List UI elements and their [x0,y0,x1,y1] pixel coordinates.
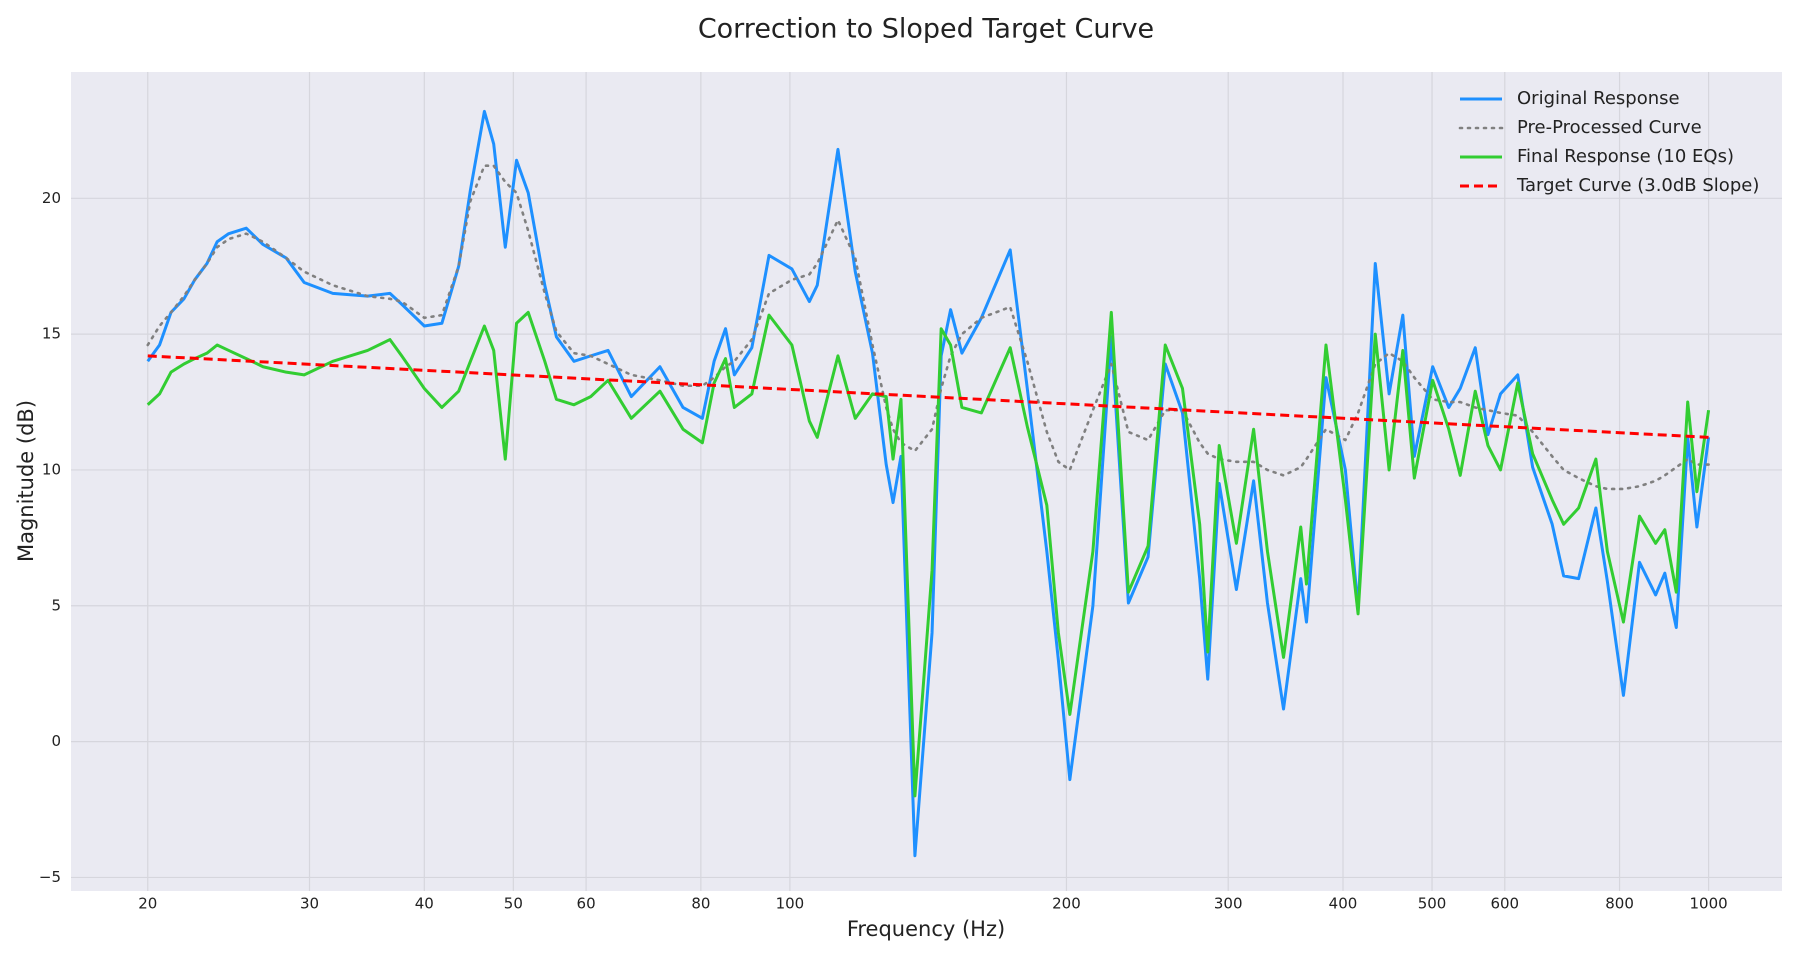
plot-area [71,72,1782,891]
x-tick-label: 80 [691,895,710,913]
y-tick-label: 20 [42,189,61,207]
x-tick-label: 40 [415,895,434,913]
chart-title: Correction to Sloped Target Curve [698,14,1154,45]
series-line [146,164,1710,491]
x-tick-label: 100 [776,895,805,913]
legend-label: Original Response [1517,88,1680,109]
y-axis-label: Magnitude (dB) [14,400,38,562]
y-tick-label: 5 [51,596,61,614]
x-tick-label: 800 [1605,895,1634,913]
x-tick-label: 20 [138,895,157,913]
x-tick-label: 200 [1052,895,1081,913]
legend-label: Pre-Processed Curve [1517,117,1702,138]
series-line [146,310,1711,798]
y-tick-label: 15 [42,325,61,343]
x-axis-label: Frequency (Hz) [847,917,1005,941]
x-tick-label: 1000 [1689,895,1727,913]
x-tick-label: 500 [1418,895,1447,913]
y-tick-label: 10 [42,460,61,478]
series-line [147,354,1709,439]
series-line [146,109,1711,858]
y-tick-label: 0 [51,732,61,750]
y-tick-label: −5 [39,868,61,886]
x-tick-label: 30 [300,895,319,913]
x-tick-label: 50 [504,895,523,913]
legend: Original Response Pre-Processed Curve Fina… [1458,88,1759,196]
x-tick-label: 600 [1490,895,1519,913]
x-tick-label: 400 [1329,895,1358,913]
x-tick-label: 60 [577,895,596,913]
x-tick-label: 300 [1214,895,1243,913]
legend-label: Final Response (10 EQs) [1517,146,1734,167]
legend-label: Target Curve (3.0dB Slope) [1516,175,1759,196]
